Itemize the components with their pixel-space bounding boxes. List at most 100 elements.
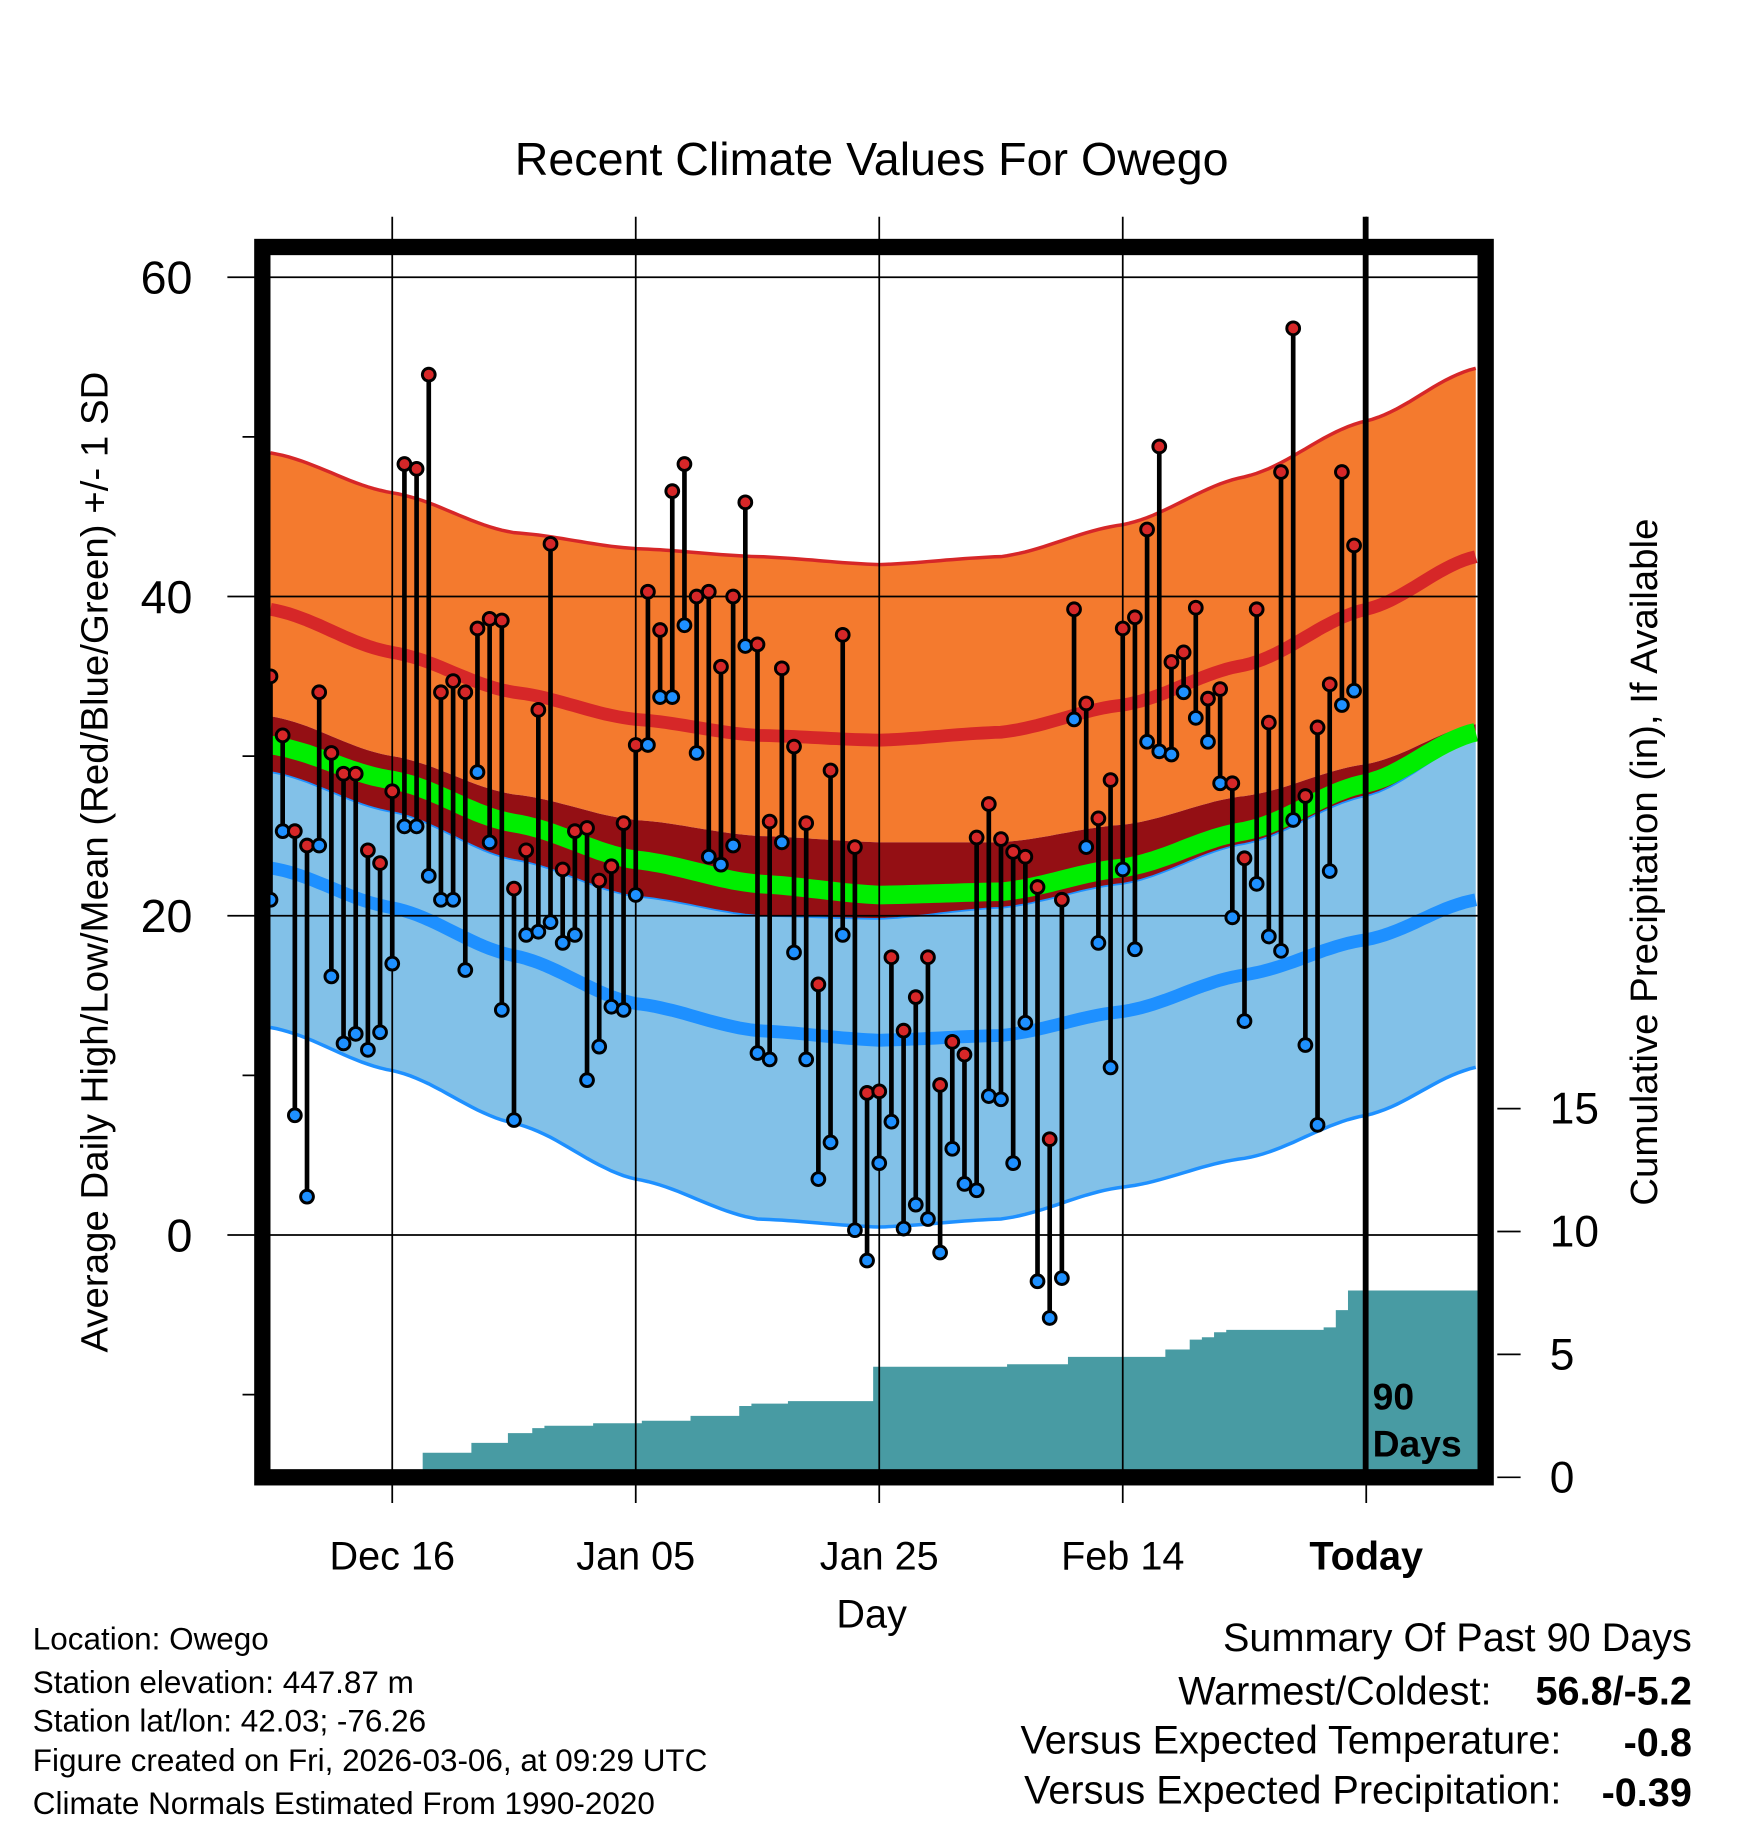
low-point (1321, 863, 1338, 879)
chart-title: Recent Climate Values For Owego (515, 133, 1229, 185)
low-point (968, 1182, 985, 1199)
low-point (493, 1002, 510, 1018)
low-point (420, 867, 437, 884)
high-point (798, 815, 815, 832)
day-mark (871, 1083, 888, 1172)
high-point (980, 796, 997, 812)
high-point (1187, 599, 1204, 616)
y-tick-label: 60 (141, 252, 193, 304)
low-point (1346, 682, 1362, 699)
low-point (713, 856, 729, 873)
low-point (798, 1051, 815, 1068)
day-mark (1334, 464, 1350, 713)
day-mark (1078, 695, 1095, 855)
summary-warmest-label: Warmest/Coldest: (1178, 1670, 1491, 1714)
high-point (773, 660, 790, 677)
low-point (1090, 935, 1107, 951)
high-point (372, 855, 388, 871)
day-mark (1066, 601, 1082, 728)
day-mark (1054, 891, 1070, 1286)
day-mark (1212, 681, 1229, 792)
day-mark (1102, 772, 1119, 1076)
day-mark (1187, 599, 1204, 726)
x-tick-label: Feb 14 (1061, 1534, 1184, 1578)
day-mark (445, 673, 461, 908)
high-point (579, 820, 595, 836)
low-point (542, 914, 559, 930)
high-point (286, 823, 303, 840)
low-point (1175, 684, 1192, 701)
low-point (372, 1024, 388, 1041)
low-point (700, 848, 717, 865)
high-point (518, 842, 535, 859)
day-mark (299, 837, 315, 1205)
high-point (640, 583, 656, 600)
high-point (1017, 848, 1034, 865)
low-point (810, 1171, 827, 1187)
high-point (311, 684, 328, 701)
high-point (347, 765, 364, 782)
high-point (1102, 772, 1119, 788)
day-mark (360, 842, 376, 1058)
low-point (871, 1155, 888, 1172)
low-point (956, 1176, 973, 1192)
high-point (834, 626, 851, 643)
high-point (1212, 681, 1229, 697)
high-point (907, 989, 924, 1006)
day-mark (1200, 690, 1216, 750)
day-mark (1297, 788, 1314, 1053)
low-point (286, 1107, 303, 1124)
day-mark (1139, 521, 1155, 750)
low-point (1224, 909, 1241, 926)
high-point (1260, 714, 1277, 731)
high-point (749, 636, 766, 653)
high-point (1151, 438, 1168, 455)
low-point (1248, 875, 1265, 892)
low-point (1102, 1059, 1119, 1076)
high-point (1224, 775, 1241, 792)
mid-band (270, 716, 1476, 919)
day-mark (944, 1033, 961, 1157)
low-point (725, 837, 742, 854)
day-mark (883, 949, 900, 1130)
high-point (993, 831, 1009, 847)
summary-title: Summary Of Past 90 Days (1223, 1616, 1692, 1660)
high-point (956, 1046, 973, 1063)
high-point (1163, 654, 1180, 670)
high-point (1321, 676, 1338, 693)
high-point (1066, 601, 1082, 618)
high-point (676, 456, 693, 472)
summary: Summary Of Past 90 Days Warmest/Coldest:… (1020, 1616, 1691, 1815)
low-point (347, 1025, 364, 1042)
y2-tick-label: 0 (1550, 1453, 1575, 1502)
day-mark (1273, 464, 1289, 959)
day-mark (1346, 537, 1362, 699)
low-point (408, 818, 425, 835)
day-mark (640, 583, 656, 753)
high-point (384, 783, 401, 800)
high-point (871, 1083, 888, 1100)
high-point (822, 762, 839, 779)
day-mark (457, 684, 474, 978)
day-mark (810, 976, 827, 1187)
high-point (761, 813, 778, 830)
summary-warmest-value: 56.8/-5.2 (1536, 1670, 1692, 1714)
info-elevation: Station elevation: 447.87 m (33, 1665, 414, 1700)
day-mark (591, 872, 608, 1055)
low-point (1127, 941, 1143, 958)
high-point (457, 684, 474, 701)
day-mark (907, 989, 924, 1213)
low-point (554, 935, 571, 951)
low-point (627, 887, 644, 903)
low-point (883, 1113, 900, 1130)
high-point (493, 612, 510, 629)
low-sd-band (270, 740, 1476, 1228)
normal-bands (268, 366, 1479, 1229)
normal-low-line (269, 861, 1478, 1047)
high-point (542, 535, 559, 552)
day-mark (627, 737, 644, 903)
today-marker-days: Days (1373, 1422, 1462, 1464)
high-point (932, 1077, 948, 1093)
y-tick-label: 20 (141, 890, 193, 942)
